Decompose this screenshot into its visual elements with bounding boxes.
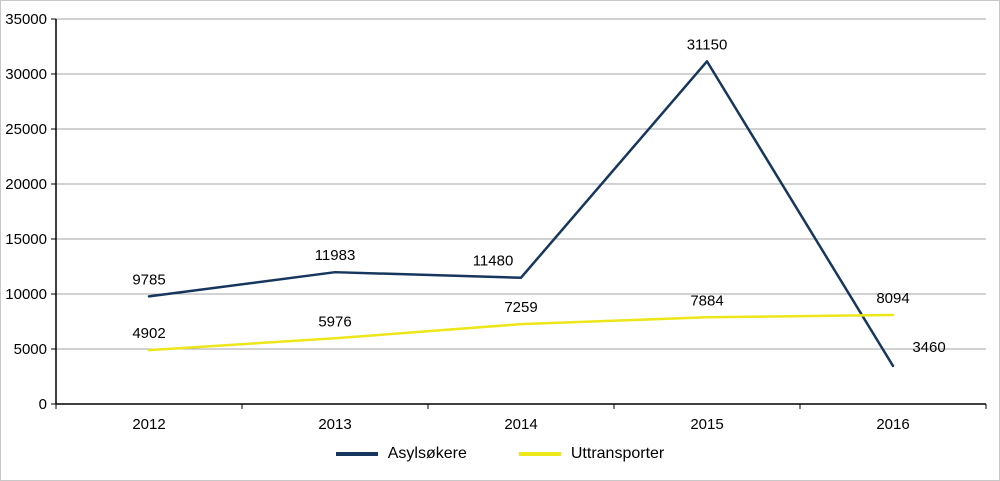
y-axis-label: 0 [39,396,47,413]
data-label-series-0: 3460 [912,339,945,356]
x-axis-label: 2013 [318,416,351,433]
data-label-series-0: 11983 [315,247,356,264]
data-label-series-0: 9785 [132,271,165,288]
series-line-1 [147,313,895,352]
legend-label-asylsokere: Asylsøkere [387,445,467,462]
y-axis-label: 30000 [5,66,47,83]
x-axis-label: 2014 [504,416,537,433]
y-axis-label: 35000 [5,11,47,28]
chart-legend: Asylsøkere Uttransporter [1,434,999,474]
data-label-series-1: 8094 [876,290,909,307]
legend-swatch-uttransporter [518,452,561,456]
legend-item-uttransporter: Uttransporter [518,445,665,463]
y-axis-label: 10000 [5,286,47,303]
x-axis-label: 2012 [132,416,165,433]
chart-plot-area: 0 5000 10000 15000 20000 25000 30000 35000 2012 2… [5,11,987,433]
legend-swatch-asylsokere [335,452,378,456]
x-axis-label: 2015 [690,416,723,433]
y-axis-label: 5000 [14,341,47,358]
data-label-series-1: 7884 [690,292,723,309]
y-axis-label: 20000 [5,176,47,193]
y-axis-label: 15000 [5,231,47,248]
data-label-series-0: 11480 [473,253,514,270]
data-label-series-1: 7259 [504,299,537,316]
legend-item-asylsokere: Asylsøkere [335,445,467,463]
legend-label-uttransporter: Uttransporter [570,445,665,462]
y-axis-label: 25000 [5,121,47,138]
x-axis-label: 2016 [876,416,909,433]
data-label-series-0: 31150 [687,36,728,53]
series-line-0 [147,60,895,368]
data-label-series-1: 4902 [132,325,165,342]
data-label-series-1: 5976 [318,313,351,330]
